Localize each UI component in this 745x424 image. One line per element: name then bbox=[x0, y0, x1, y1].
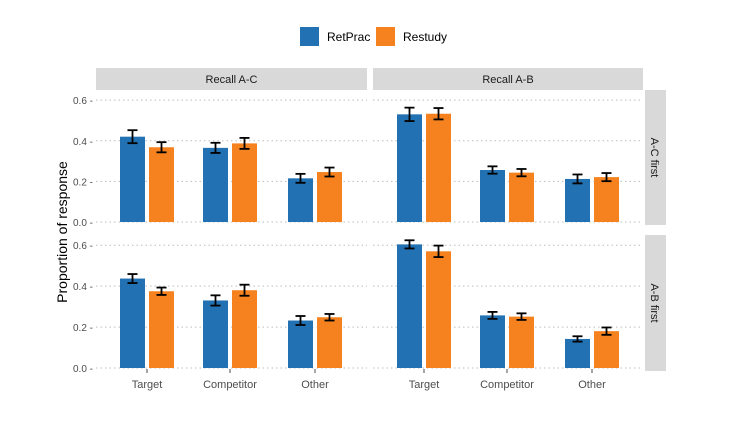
bar-retprac-other bbox=[288, 178, 313, 222]
y-tick-label: 0.0 - bbox=[73, 218, 93, 229]
y-axis-title: Proportion of response bbox=[54, 161, 70, 303]
y-tick-label: 0.6 - bbox=[73, 241, 93, 252]
y-tick-label: 0.4 - bbox=[73, 282, 93, 293]
x-tick-label: Other bbox=[301, 379, 329, 391]
legend-label-retprac: RetPrac bbox=[327, 30, 370, 44]
facet-strip-row-label: A-C first bbox=[648, 138, 660, 178]
bar-restudy-other bbox=[317, 317, 342, 368]
bar-retprac-competitor bbox=[480, 315, 505, 368]
facet-strip-row bbox=[645, 90, 666, 225]
x-tick-label: Target bbox=[409, 379, 440, 391]
y-tick-label: 0.6 - bbox=[73, 96, 93, 107]
bar-retprac-competitor bbox=[203, 300, 228, 368]
y-tick-label: 0.2 - bbox=[73, 177, 93, 188]
x-tick-label: Target bbox=[132, 379, 163, 391]
bar-retprac-other bbox=[565, 338, 590, 368]
bar-restudy-competitor bbox=[509, 316, 534, 368]
x-tick-label: Competitor bbox=[203, 379, 257, 391]
facet-strip-col-label: Recall A-C bbox=[206, 74, 258, 86]
legend-swatch-restudy bbox=[376, 27, 395, 46]
bar-restudy-other bbox=[317, 172, 342, 222]
facet-strips: Recall A-C Recall A-B A-C first A-B first bbox=[96, 68, 666, 371]
bar-retprac-target bbox=[120, 136, 145, 222]
legend-swatch-retprac bbox=[300, 27, 319, 46]
y-tick-label: 0.2 - bbox=[73, 323, 93, 334]
bar-retprac-other bbox=[565, 178, 590, 222]
bar-retprac-target bbox=[397, 114, 422, 222]
x-tick-label: Other bbox=[578, 379, 606, 391]
bar-restudy-target bbox=[426, 251, 451, 368]
x-tick-label: Competitor bbox=[480, 379, 534, 391]
facet-strip-col bbox=[96, 68, 367, 90]
bar-restudy-target bbox=[149, 291, 174, 368]
facet-strip-col bbox=[373, 68, 643, 90]
y-tick-label: 0.0 - bbox=[73, 364, 93, 375]
panels bbox=[96, 99, 643, 369]
facet-strip-row bbox=[645, 235, 666, 371]
bar-restudy-competitor bbox=[232, 143, 257, 222]
bar-restudy-target bbox=[149, 147, 174, 222]
bar-retprac-target bbox=[397, 244, 422, 368]
bar-restudy-other bbox=[594, 177, 619, 222]
axes: 0.0 - 0.2 - 0.4 - 0.6 - 0.0 - 0.2 - 0.4 - 0.6 -… bbox=[73, 96, 606, 391]
bar-restudy-target bbox=[426, 113, 451, 222]
y-tick-label: 0.4 - bbox=[73, 137, 93, 148]
legend-label-restudy: Restudy bbox=[403, 30, 447, 44]
legend: RetPrac Restudy bbox=[300, 27, 447, 46]
bar-retprac-target bbox=[120, 278, 145, 368]
bar-restudy-competitor bbox=[509, 172, 534, 222]
bar-retprac-other bbox=[288, 320, 313, 368]
facet-strip-row-label: A-B first bbox=[648, 283, 660, 322]
bar-retprac-competitor bbox=[480, 170, 505, 222]
bar-retprac-competitor bbox=[203, 147, 228, 222]
bar-restudy-other bbox=[594, 331, 619, 368]
bar-restudy-competitor bbox=[232, 290, 257, 368]
facet-strip-col-label: Recall A-B bbox=[482, 74, 533, 86]
